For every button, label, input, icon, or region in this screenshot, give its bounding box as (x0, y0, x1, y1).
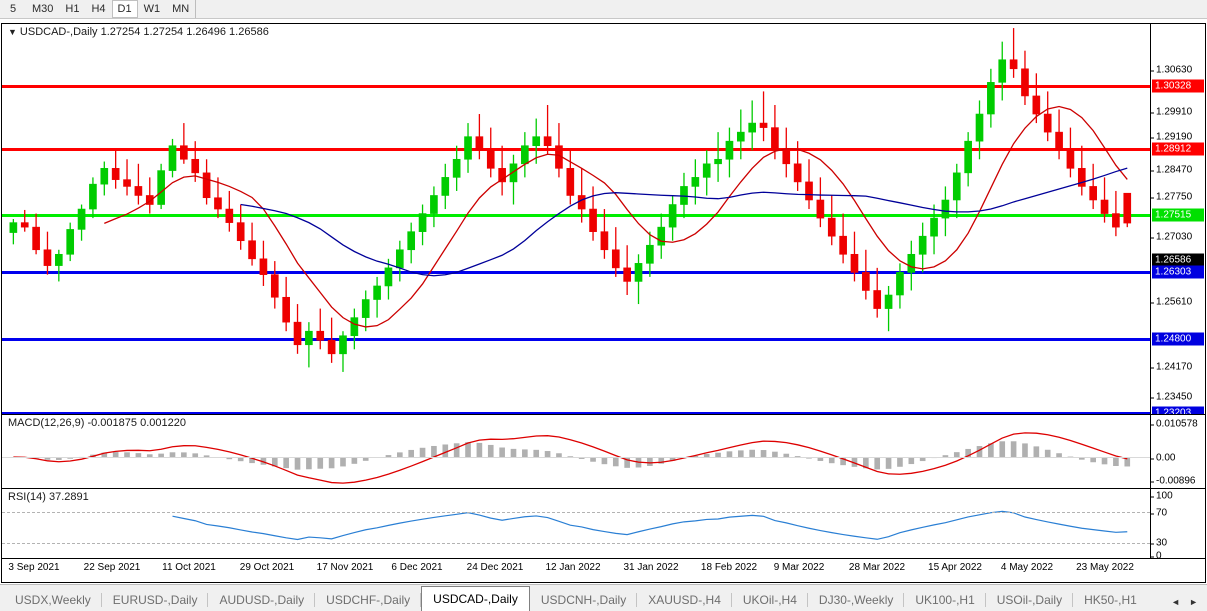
timeframe-button-m30[interactable]: M30 (32, 3, 54, 15)
tab-scroll-controls: ◄ ► (1165, 597, 1207, 611)
level-line-1-28912[interactable] (2, 148, 1150, 151)
timeframe-button-d1[interactable]: D1 (111, 0, 138, 18)
rsi-title: RSI(14) 37.2891 (6, 491, 91, 503)
chart-tab-usdchf-daily[interactable]: USDCHF-,Daily (315, 589, 422, 611)
level-line-1-27515[interactable] (2, 214, 1150, 217)
rsi-oversold-line (2, 543, 1150, 544)
chart-tab-xauusd-h4[interactable]: XAUUSD-,H4 (637, 589, 732, 611)
price-tick: 1.27030 (1150, 231, 1193, 243)
timeframe-toolbar: 5 M30 H1 H4 D1 W1 MN (0, 0, 1207, 19)
rsi-scale: 100 70 30 0 (1150, 489, 1205, 562)
timeframe-button-m5[interactable]: 5 (9, 3, 17, 15)
collapse-triangle-icon[interactable]: ▼ (8, 27, 17, 37)
date-label: 24 Dec 2021 (466, 562, 524, 573)
rsi-overbought-line (2, 512, 1150, 513)
level-line-1-26303[interactable] (2, 271, 1150, 274)
chart-tab-eurusd-daily[interactable]: EURUSD-,Daily (102, 589, 209, 611)
price-label-1-26303[interactable]: 1.26303 (1152, 265, 1204, 279)
date-label: 17 Nov 2021 (316, 562, 374, 573)
chart-tab-usdx-weekly[interactable]: USDX,Weekly (4, 589, 102, 611)
rsi-tick: 100 (1151, 490, 1173, 502)
date-label: 11 Oct 2021 (162, 562, 216, 573)
date-label: 18 Feb 2022 (700, 562, 758, 573)
timeframe-button-mn[interactable]: MN (172, 3, 190, 15)
macd-scale: 0.010578 0.00 -0.00896 (1150, 415, 1205, 488)
macd-zero-line (2, 457, 1150, 458)
rsi-tick: 0 (1151, 550, 1162, 562)
price-label-1-27515[interactable]: 1.27515 (1152, 208, 1204, 222)
date-label: 3 Sep 2021 (8, 562, 60, 573)
level-line-1-30328[interactable] (2, 85, 1150, 88)
price-label-1-28912[interactable]: 1.28912 (1152, 142, 1204, 156)
date-label: 6 Dec 2021 (391, 562, 443, 573)
rsi-plot-area[interactable] (2, 489, 1150, 558)
chart-tab-hk50-h1[interactable]: HK50-,H1 (1084, 593, 1137, 607)
price-label-current-bid: 1.26586 (1152, 253, 1204, 267)
chart-tab-audusd-daily[interactable]: AUDUSD-,Daily (208, 589, 315, 611)
timeframe-button-w1[interactable]: W1 (143, 3, 161, 15)
date-label: 23 May 2022 (1076, 562, 1134, 573)
chart-tab-usdcnh-daily[interactable]: USDCNH-,Daily (530, 589, 638, 611)
date-label: 4 May 2022 (1000, 562, 1054, 573)
rsi-tick: 70 (1150, 507, 1168, 519)
price-tick: 1.23450 (1150, 391, 1193, 403)
price-plot-area[interactable] (2, 24, 1150, 414)
chart-tab-dj30-weekly[interactable]: DJ30-,Weekly (808, 589, 905, 611)
toolbar-empty-area (196, 0, 1207, 18)
chart-tab-ukoil-h4[interactable]: UKOil-,H4 (732, 589, 808, 611)
date-label: 31 Jan 2022 (623, 562, 679, 573)
macd-title: MACD(12,26,9) -0.001875 0.001220 (6, 417, 188, 429)
timeframe-button-group: 5 M30 H1 H4 D1 W1 MN (0, 0, 197, 18)
price-tick: 1.28470 (1150, 164, 1193, 176)
moving-average-lines (104, 105, 1128, 328)
rsi-tick: 30 (1150, 537, 1168, 549)
price-pane[interactable]: ▼ USDCAD-,Daily 1.27254 1.27254 1.26496 1… (2, 24, 1205, 438)
chart-symbol-header: ▼ USDCAD-,Daily 1.27254 1.27254 1.26496 1… (6, 26, 271, 38)
macd-pane[interactable]: MACD(12,26,9) -0.001875 0.001220 0.01057… (2, 414, 1205, 488)
date-axis: 3 Sep 2021 22 Sep 2021 11 Oct 2021 29 Oc… (2, 558, 1205, 582)
chart-header-text: USDCAD-,Daily 1.27254 1.27254 1.26496 1.… (19, 26, 269, 38)
date-label: 22 Sep 2021 (83, 562, 141, 573)
date-label: 12 Jan 2022 (545, 562, 601, 573)
chart-tab-uk100-h1[interactable]: UK100-,H1 (904, 589, 987, 611)
macd-tick: 0.00 (1150, 452, 1176, 464)
chart-tab-usoil-daily[interactable]: USOil-,Daily (986, 589, 1074, 611)
timeframe-button-h1[interactable]: H1 (65, 3, 80, 15)
date-label: 28 Mar 2022 (848, 562, 906, 573)
price-tick: 1.29910 (1150, 106, 1193, 118)
price-label-1-24800[interactable]: 1.24800 (1152, 332, 1204, 346)
tab-next-arrow-icon[interactable]: ► (1189, 597, 1198, 607)
price-tick: 1.27750 (1150, 191, 1193, 203)
level-line-1-23203[interactable] (2, 412, 1150, 414)
rsi-pane[interactable]: RSI(14) 37.2891 100 70 30 0 (2, 488, 1205, 562)
macd-plot-area[interactable] (2, 415, 1150, 488)
chart-tab-bar: USDX,Weekly EURUSD-,Daily AUDUSD-,Daily … (0, 584, 1207, 611)
date-label: 9 Mar 2022 (773, 562, 825, 573)
macd-tick: 0.010578 (1151, 418, 1198, 430)
date-label: 15 Apr 2022 (928, 562, 982, 573)
price-tick: 1.30630 (1150, 64, 1193, 76)
candlestick-series (9, 28, 1132, 372)
rsi-series (172, 510, 1128, 541)
price-tick: 1.25610 (1150, 296, 1193, 308)
price-tick: 1.29190 (1150, 131, 1193, 143)
date-label: 29 Oct 2021 (239, 562, 295, 573)
price-label-1-30328[interactable]: 1.30328 (1152, 79, 1204, 93)
tab-prev-arrow-icon[interactable]: ◄ (1171, 597, 1181, 607)
timeframe-button-h4[interactable]: H4 (91, 3, 106, 15)
chart-tab-usdcad-daily[interactable]: USDCAD-,Daily (421, 586, 530, 611)
macd-tick: -0.00896 (1150, 475, 1196, 487)
price-tick: 1.24170 (1150, 361, 1193, 373)
chart-window: ▼ USDCAD-,Daily 1.27254 1.27254 1.26496 1… (1, 23, 1206, 583)
price-scale[interactable]: 1.30630 1.29910 1.29190 1.28470 1.27750 … (1150, 24, 1205, 438)
level-line-1-24800[interactable] (2, 338, 1150, 341)
macd-series (13, 432, 1131, 484)
